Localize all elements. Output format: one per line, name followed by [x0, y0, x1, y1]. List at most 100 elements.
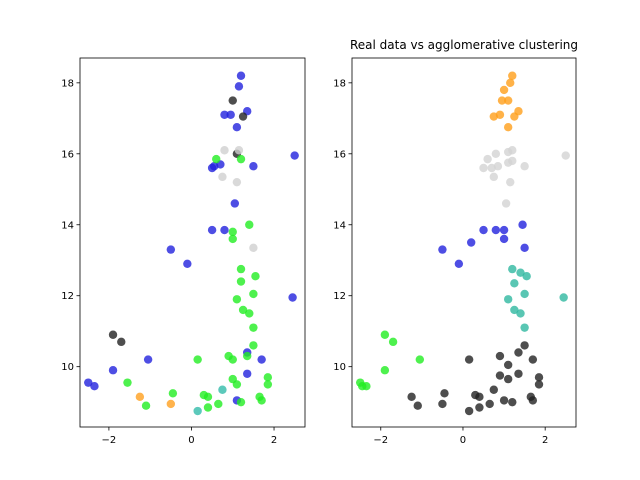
data-point: [143, 355, 153, 364]
data-point: [212, 154, 221, 164]
data-point: [520, 243, 529, 253]
data-point: [493, 162, 503, 171]
data-point: [464, 406, 474, 416]
data-point: [506, 177, 515, 187]
y-tick-label: 16: [333, 149, 346, 160]
data-point: [388, 337, 398, 347]
data-point: [499, 85, 509, 95]
y-tick-label: 12: [61, 291, 74, 302]
data-point: [415, 355, 425, 364]
x-tick-label: −2: [373, 435, 388, 446]
data-point: [464, 355, 474, 364]
data-point: [503, 360, 513, 370]
data-point: [503, 122, 513, 132]
data-point: [220, 225, 229, 235]
data-point: [503, 96, 513, 105]
data-point: [499, 225, 509, 235]
data-point: [183, 259, 192, 268]
data-point: [168, 389, 178, 398]
data-point: [117, 337, 126, 347]
data-point: [234, 146, 244, 155]
data-point: [228, 227, 237, 237]
data-point: [485, 399, 494, 409]
data-point: [466, 238, 476, 247]
y-tick-label: 10: [61, 362, 74, 373]
data-point: [228, 234, 237, 244]
data-point: [232, 380, 242, 389]
data-point: [236, 277, 246, 286]
data-point: [534, 380, 544, 389]
data-point: [516, 309, 525, 318]
data-point: [243, 351, 252, 361]
data-point: [491, 149, 501, 158]
data-point: [209, 162, 219, 171]
data-point: [559, 293, 568, 302]
data-point: [475, 392, 484, 402]
data-point: [518, 220, 527, 229]
data-point: [218, 172, 227, 182]
data-point: [90, 382, 99, 391]
data-point: [522, 272, 531, 281]
data-point: [257, 355, 266, 364]
data-point: [263, 380, 273, 389]
y-tick-label: 10: [333, 362, 346, 373]
data-point: [479, 225, 488, 235]
data-point: [438, 245, 447, 254]
data-point: [510, 112, 519, 121]
data-point: [516, 268, 525, 277]
data-point: [491, 225, 501, 235]
data-point: [203, 403, 213, 412]
data-point: [226, 110, 235, 119]
x-tick-label: 2: [542, 435, 548, 446]
data-point: [238, 305, 248, 315]
data-point: [503, 295, 513, 304]
data-point: [528, 355, 538, 364]
data-point: [483, 154, 492, 164]
data-point: [438, 399, 447, 409]
y-tick-label: 14: [61, 220, 74, 231]
data-point: [475, 403, 484, 412]
data-point: [249, 243, 258, 253]
data-point: [236, 397, 246, 407]
data-point: [508, 397, 517, 407]
data-point: [510, 279, 519, 288]
data-point: [263, 373, 273, 382]
data-point: [495, 351, 505, 361]
data-point: [249, 162, 258, 171]
data-point: [413, 401, 422, 410]
data-point: [228, 96, 237, 105]
data-point: [193, 406, 202, 416]
data-point: [506, 78, 515, 88]
data-point: [380, 366, 390, 375]
data-point: [166, 399, 176, 409]
data-point: [454, 259, 464, 268]
data-point: [520, 289, 529, 299]
data-point: [141, 401, 151, 410]
data-point: [514, 369, 523, 378]
data-point: [495, 110, 505, 119]
data-point: [407, 392, 416, 402]
data-point: [234, 82, 244, 91]
data-point: [108, 330, 118, 339]
data-point: [503, 374, 513, 384]
data-point: [479, 163, 488, 173]
x-tick-label: 2: [271, 435, 277, 446]
data-point: [534, 373, 544, 382]
data-point: [220, 146, 229, 155]
data-point: [123, 378, 132, 387]
x-tick-label: 0: [460, 435, 466, 446]
data-point: [236, 71, 246, 80]
data-point: [220, 110, 229, 119]
data-point: [249, 289, 258, 299]
y-tick-label: 14: [333, 220, 346, 231]
data-point: [251, 272, 260, 281]
x-tick-label: −2: [102, 435, 117, 446]
left-scatter-panel: −2 0 2 10 12 14 16 18: [61, 57, 306, 446]
data-point: [528, 396, 538, 405]
data-point: [108, 366, 118, 375]
data-point: [214, 399, 223, 409]
data-point: [503, 158, 513, 167]
data-point: [245, 309, 254, 318]
data-point: [514, 348, 523, 357]
